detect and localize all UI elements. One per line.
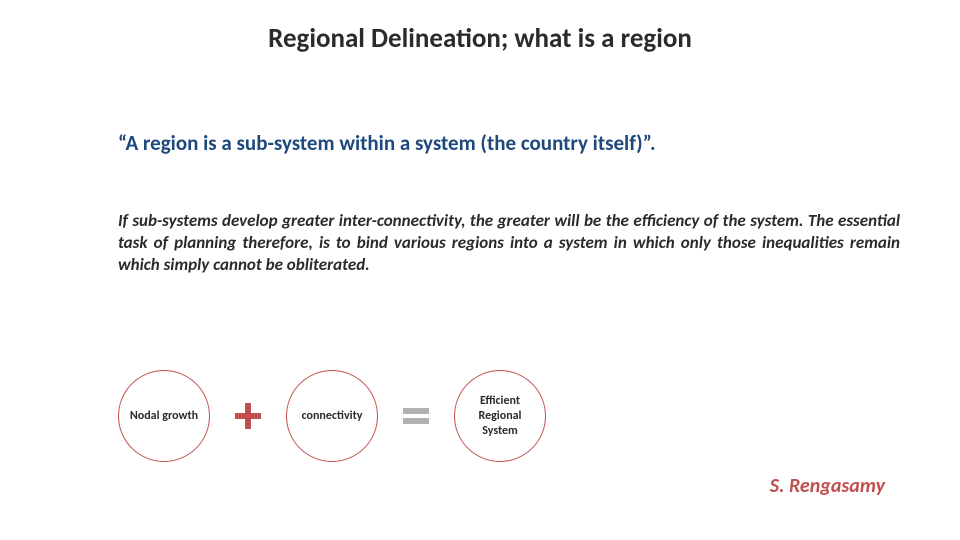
equation-node-2: connectivity — [286, 370, 378, 462]
equation-node-1: Nodal growth — [118, 370, 210, 462]
slide-title: Regional Delineation; what is a region — [0, 22, 960, 55]
plus-icon — [232, 400, 264, 432]
region-quote: “A region is a sub-system within a syste… — [118, 130, 900, 156]
equals-icon — [400, 400, 432, 432]
equation-node-3: Efficient Regional System — [454, 370, 546, 462]
author-attribution: S. Rengasamy — [770, 474, 885, 498]
body-paragraph: If sub-systems develop greater inter-con… — [118, 210, 900, 276]
infographic-equation: Nodal growth connectivity Efficient Regi… — [118, 370, 546, 462]
